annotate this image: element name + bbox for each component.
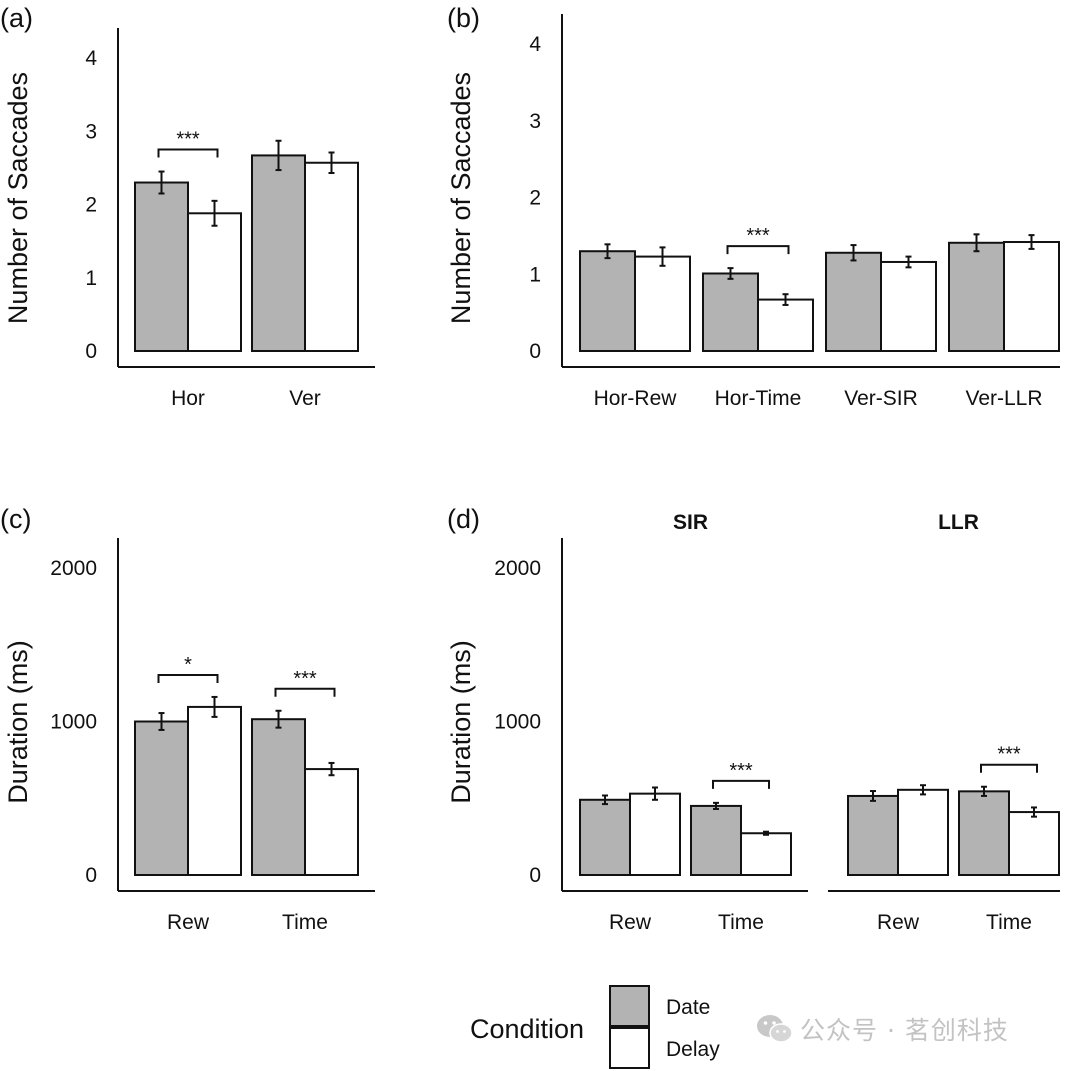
legend: Condition Date Delay (470, 985, 720, 1069)
bar-date (251, 154, 306, 352)
y-tick-label: 1000 (50, 711, 97, 734)
panel-0: (a) Number of Saccades 0 1 2 3 4 Hor *** Ver (0, 3, 375, 410)
bar-date (134, 720, 189, 876)
x-category-label: Hor-Time (715, 387, 802, 410)
y-axis-title: Duration (ms) (446, 640, 476, 804)
significance-label: * (184, 654, 192, 676)
y-tick-label: 1000 (494, 711, 541, 734)
y-tick-label: 1 (529, 263, 541, 286)
bar-date (948, 241, 1005, 352)
bar-delay (629, 792, 681, 877)
bar-delay (897, 788, 949, 876)
x-category-label: Ver-SIR (844, 387, 918, 410)
y-tick-label: 3 (529, 110, 541, 133)
significance-label: *** (176, 129, 200, 151)
facet-group-0: SIR Rew Time *** (562, 511, 808, 934)
bar-date (579, 798, 631, 876)
y-axis-title: Duration (ms) (3, 640, 33, 804)
panel-label: (c) (0, 504, 31, 534)
watermark-text: 公众号 · 茗创科技 (800, 1016, 1009, 1045)
panel-2: (c) Duration (ms) 0 1000 2000 Rew * Time *** (0, 504, 375, 934)
x-category-label: Time (986, 911, 1032, 934)
y-axis-title: Number of Saccades (446, 72, 476, 324)
significance-label: *** (729, 760, 753, 782)
bar-delay (304, 161, 359, 352)
bar-date (251, 718, 306, 877)
bar-date (702, 272, 759, 353)
y-tick-label: 0 (529, 864, 541, 887)
significance-bracket (726, 245, 790, 255)
x-category-label: Hor-Rew (594, 387, 678, 410)
bar-date (690, 804, 742, 876)
facet-group-0: Hor-Rew Hor-Time *** Ver-SIR Ver-LLR (562, 225, 1060, 410)
significance-bracket (157, 148, 219, 158)
y-tick-label: 1 (85, 267, 97, 290)
panel-1: (b) Number of Saccades 0 1 2 3 4 Hor-Rew Hor-Tim… (446, 3, 1060, 410)
bar-date (847, 794, 899, 877)
facet-group-0: Rew * Time *** (118, 654, 375, 934)
y-tick-label: 2000 (494, 557, 541, 580)
watermark: 公众号 · 茗创科技 (756, 1009, 1056, 1049)
facet-title: SIR (673, 511, 708, 534)
y-axis-title: Number of Saccades (3, 72, 33, 324)
wechat-icon (757, 1015, 793, 1043)
y-tick-label: 4 (529, 33, 541, 56)
panel-label: (b) (447, 3, 480, 33)
bar-delay (187, 705, 242, 876)
y-tick-label: 4 (85, 47, 97, 70)
bar-delay (187, 212, 242, 352)
y-tick-label: 2000 (50, 557, 97, 580)
significance-bracket (980, 763, 1038, 773)
legend-label: Date (666, 996, 710, 1019)
bar-delay (1008, 811, 1060, 877)
facet-group-1: LLR Rew Time *** (828, 511, 1060, 934)
bar-date (579, 250, 636, 353)
bar-delay (880, 260, 937, 352)
x-category-label: Rew (167, 911, 210, 934)
x-category-label: Time (718, 911, 764, 934)
significance-label: *** (293, 668, 317, 690)
y-tick-label: 0 (529, 340, 541, 363)
y-tick-label: 3 (85, 120, 97, 143)
significance-bracket (274, 687, 336, 697)
bar-delay (634, 255, 691, 352)
legend-title: Condition (470, 1014, 584, 1044)
significance-label: *** (746, 225, 770, 247)
x-category-label: Hor (171, 387, 205, 410)
bar-date (825, 251, 882, 352)
y-tick-label: 2 (529, 187, 541, 210)
x-category-label: Time (282, 911, 328, 934)
significance-label: *** (997, 744, 1021, 766)
legend-swatch-date (609, 985, 650, 1027)
bar-date (958, 790, 1010, 877)
y-tick-label: 0 (85, 340, 97, 363)
x-category-label: Rew (609, 911, 652, 934)
legend-swatch-delay (609, 1027, 650, 1069)
significance-bracket (157, 673, 219, 683)
bar-delay (757, 298, 814, 353)
facet-group-0: Hor *** Ver (118, 129, 375, 410)
bar-delay (740, 832, 792, 876)
bar-date (134, 181, 189, 352)
y-tick-label: 2 (85, 194, 97, 217)
x-category-label: Ver-LLR (965, 387, 1042, 410)
facet-title: LLR (938, 511, 979, 534)
y-tick-label: 0 (85, 864, 97, 887)
legend-label: Delay (666, 1038, 720, 1061)
significance-bracket (712, 779, 770, 789)
x-category-label: Ver (289, 387, 321, 410)
x-category-label: Rew (877, 911, 920, 934)
bar-delay (1003, 241, 1060, 352)
bar-delay (304, 768, 359, 877)
panel-label: (a) (0, 3, 33, 33)
panel-label: (d) (447, 504, 480, 534)
